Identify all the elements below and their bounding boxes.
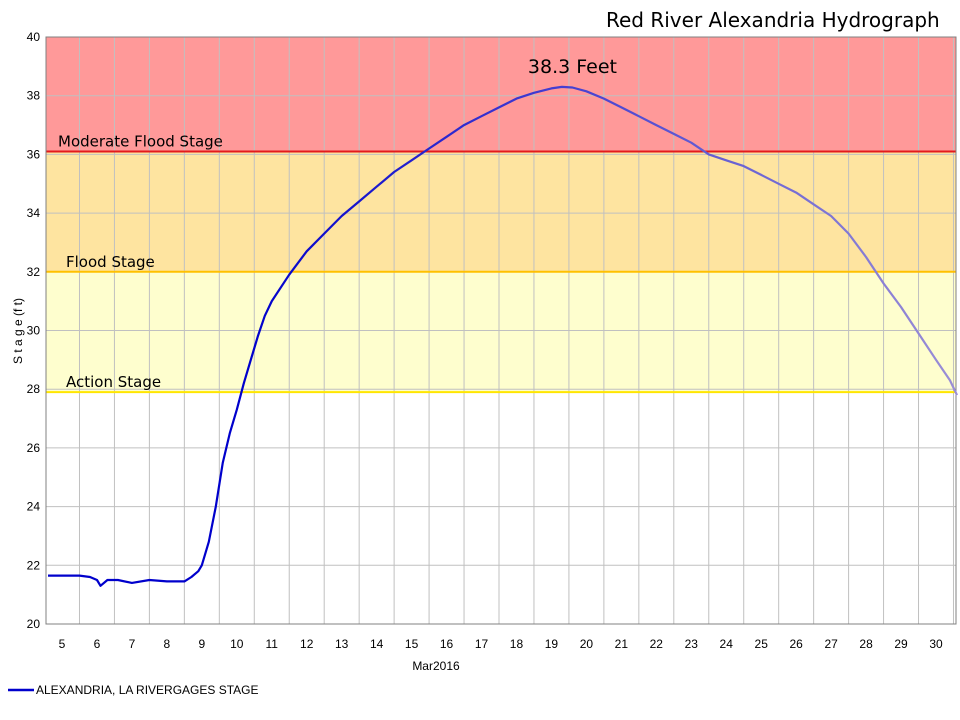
x-tick-label: 15 — [405, 637, 419, 651]
y-tick-label: 28 — [27, 382, 41, 396]
y-tick-label: 22 — [27, 558, 41, 572]
y-tick-label: 32 — [27, 265, 41, 279]
x-tick-label: 29 — [894, 637, 908, 651]
x-tick-label: 24 — [720, 637, 734, 651]
y-axis-label: S t a g e (f t) — [11, 298, 25, 364]
legend: ALEXANDRIA, LA RIVERGAGES STAGE — [8, 683, 259, 697]
x-tick-label: 11 — [266, 637, 279, 651]
x-tick-label: 18 — [510, 637, 524, 651]
x-tick-label: 8 — [164, 637, 171, 651]
action-stage-label: Action Stage — [66, 373, 161, 391]
y-tick-label: 34 — [27, 206, 41, 220]
x-tick-label: 6 — [94, 637, 101, 651]
x-tick-label: 23 — [685, 637, 699, 651]
y-tick-label: 40 — [27, 30, 41, 44]
x-tick-label: 10 — [230, 637, 244, 651]
x-tick-label: 9 — [198, 637, 205, 651]
x-tick-label: 27 — [824, 637, 838, 651]
y-tick-label: 26 — [27, 441, 41, 455]
y-tick-label: 20 — [27, 617, 41, 631]
stage-threshold-lines — [46, 150, 956, 394]
y-tick-label: 30 — [27, 324, 41, 338]
stage-zone-labels: Moderate Flood Stage Flood Stage Action St… — [58, 132, 223, 391]
plot-frame — [45, 36, 957, 625]
stage-series-line — [48, 85, 958, 587]
x-tick-label: 16 — [440, 637, 454, 651]
x-tick-label: 13 — [335, 637, 349, 651]
moderate-flood-stage-zone — [46, 37, 956, 152]
legend-label: ALEXANDRIA, LA RIVERGAGES STAGE — [36, 683, 259, 697]
y-tick-label: 36 — [27, 147, 41, 161]
moderate-flood-stage-label: Moderate Flood Stage — [58, 132, 223, 150]
y-tick-label: 24 — [27, 500, 41, 514]
x-tick-label: 25 — [755, 637, 769, 651]
x-axis-ticks: 5 6 7 8 9 10 11 12 13 14 15 16 17 18 19 20 21 22 23 24 25 26 2… — [59, 637, 943, 651]
y-axis-ticks: 20 22 24 26 28 30 32 34 36 38 40 — [27, 30, 41, 631]
x-tick-label: 14 — [370, 637, 384, 651]
x-axis-label: Mar2016 — [412, 659, 460, 673]
x-tick-label: 30 — [929, 637, 943, 651]
title-background — [585, 2, 960, 36]
x-tick-label: 21 — [615, 637, 629, 651]
y-tick-label: 38 — [27, 89, 41, 103]
x-tick-label: 7 — [129, 637, 136, 651]
x-tick-label: 5 — [59, 637, 66, 651]
chart-title: Red River Alexandria Hydrograph — [606, 8, 940, 32]
x-tick-label: 20 — [580, 637, 594, 651]
x-tick-label: 19 — [545, 637, 559, 651]
flood-stage-zone — [46, 151, 956, 272]
x-tick-label: 28 — [859, 637, 873, 651]
flood-stage-label: Flood Stage — [66, 253, 155, 271]
x-tick-label: 12 — [300, 637, 314, 651]
x-tick-label: 22 — [650, 637, 664, 651]
x-tick-label: 26 — [789, 637, 803, 651]
peak-annotation: 38.3 Feet — [528, 56, 617, 78]
x-tick-label: 17 — [475, 637, 489, 651]
action-stage-zone — [46, 271, 956, 393]
stage-zones — [46, 37, 956, 393]
